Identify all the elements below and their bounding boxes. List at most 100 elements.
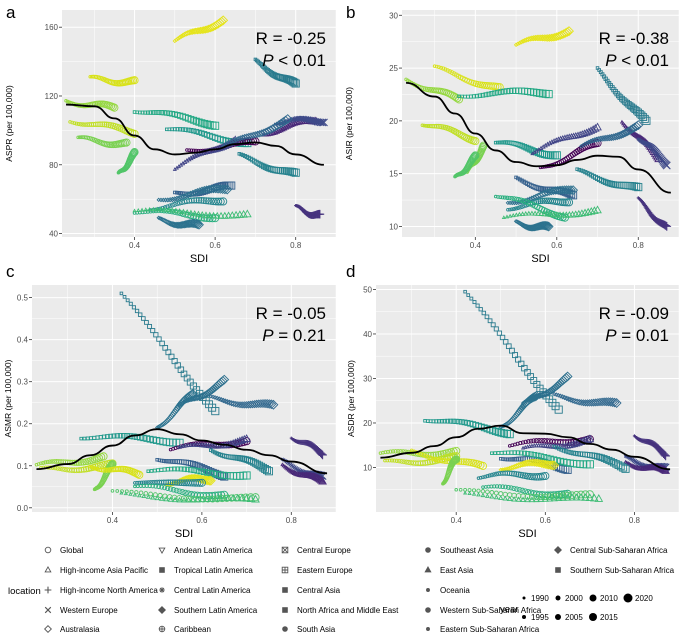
point-australasia xyxy=(611,132,620,141)
point-central-sub-saharan-africa xyxy=(534,458,543,468)
point-north-africa-and-middle-east xyxy=(522,450,528,456)
series-north-africa-and-middle-east xyxy=(457,87,553,99)
point-high-income-north-america xyxy=(316,448,325,458)
legend-item-andean-latin-america-icon xyxy=(158,547,166,555)
legend-item-caribbean-label: Caribbean xyxy=(174,625,211,634)
point-south-asia xyxy=(511,485,517,492)
legend-item-southern-latin-america-icon xyxy=(158,606,166,614)
point-australasia xyxy=(268,124,277,133)
point-east-asia xyxy=(537,495,545,502)
point-east-asia xyxy=(555,494,563,501)
point-caribbean xyxy=(219,197,228,206)
point-tropical-latin-america xyxy=(505,457,510,462)
point-global xyxy=(544,438,550,444)
panel-letter-a: a xyxy=(6,3,16,22)
y-tick-label: 25 xyxy=(389,64,398,73)
point-southeast-asia xyxy=(458,487,463,492)
point-australasia xyxy=(605,397,616,407)
legend-year-2020: 2020 xyxy=(623,593,653,603)
point-central-asia xyxy=(442,418,448,424)
point-east-asia xyxy=(158,206,164,212)
point-eastern-europe xyxy=(262,65,268,71)
point-southeast-asia xyxy=(533,493,540,501)
point-north-africa-and-middle-east xyxy=(490,451,494,455)
point-western-sub-saharan-africa xyxy=(108,103,117,111)
point-caribbean xyxy=(483,474,488,479)
point-southern-latin-america xyxy=(220,184,230,195)
legend-item-western-europe-icon xyxy=(44,606,52,614)
panel-d: d 0.4 0.6 0.8 10 20 30 40 50 SDI ASDR (per 100,000… xyxy=(346,262,680,540)
point-north-africa-and-middle-east xyxy=(480,92,486,98)
point-north-africa-and-middle-east xyxy=(197,468,204,475)
fit-line-c xyxy=(36,428,328,475)
legend-year-label-2020: 2020 xyxy=(635,594,653,603)
panel-b: b 0.4 0.6 0.8 10 15 20 25 30 SDI ASIR (per 100,000… xyxy=(344,3,680,265)
point-east-asia xyxy=(546,495,554,502)
point-australasia xyxy=(244,400,253,409)
point-andean-latin-america xyxy=(585,434,595,443)
point-north-africa-and-middle-east xyxy=(188,467,194,473)
series-layer-c xyxy=(34,291,327,503)
legend-item-central-europe: Central Europe xyxy=(281,546,351,555)
point-eastern-europe xyxy=(153,332,159,338)
point-north-africa-and-middle-east xyxy=(151,110,156,115)
point-eastern-europe xyxy=(131,305,136,310)
point-north-africa-and-middle-east xyxy=(146,469,150,473)
legend-item-eastern-europe-label: Eastern Europe xyxy=(297,566,353,575)
point-north-africa-and-middle-east xyxy=(495,89,501,96)
point-east-asia xyxy=(207,495,215,502)
point-north-africa-and-middle-east xyxy=(194,467,201,474)
legend: location Global High-income Asia Pacific Hi… xyxy=(8,546,675,634)
point-high-income-asia-pacific xyxy=(632,131,639,137)
point-south-asia xyxy=(502,195,507,200)
point-east-asia xyxy=(533,496,540,503)
legend-item-central-europe-icon xyxy=(281,546,289,554)
point-eastern-europe xyxy=(162,345,169,351)
point-east-asia xyxy=(224,493,233,502)
stat-p-value: = 0.01 xyxy=(617,326,669,345)
point-caribbean xyxy=(167,203,173,209)
point-south-asia xyxy=(173,487,180,494)
point-east-asia xyxy=(213,211,222,219)
point-east-asia xyxy=(211,494,219,502)
point-western-sub-saharan-africa xyxy=(39,461,43,466)
point-east-asia xyxy=(528,496,536,503)
point-high-income-north-america xyxy=(315,209,325,219)
point-east-asia xyxy=(502,495,508,501)
point-australasia xyxy=(599,397,609,407)
point-east-asia xyxy=(594,493,604,502)
point-caribbean xyxy=(564,198,574,207)
point-east-asia xyxy=(191,210,198,217)
point-central-europe xyxy=(264,467,273,476)
series-australasia xyxy=(220,114,293,149)
point-east-asia xyxy=(128,491,133,496)
point-central-asia xyxy=(117,433,124,439)
series-north-africa-and-middle-east xyxy=(132,110,220,130)
point-southern-latin-america xyxy=(562,371,573,382)
point-southeast-asia xyxy=(568,491,576,499)
point-oceania xyxy=(107,460,116,469)
point-southeast-asia xyxy=(581,490,590,499)
point-east-asia xyxy=(195,210,202,217)
point-australasia xyxy=(235,136,242,142)
y-tick-label: 10 xyxy=(363,463,372,472)
point-central-europe xyxy=(264,165,271,171)
point-east-asia xyxy=(169,207,175,213)
point-north-africa-and-middle-east xyxy=(477,93,483,98)
point-australasia xyxy=(601,397,611,407)
point-central-asia xyxy=(114,433,120,439)
legend-item-southern-latin-america: Southern Latin America xyxy=(158,606,258,615)
point-australasia xyxy=(231,137,237,144)
x-tick-label: 0.4 xyxy=(107,516,119,525)
point-central-europe xyxy=(577,167,582,172)
point-central-asia xyxy=(456,418,462,425)
point-southeast-asia xyxy=(134,490,139,495)
fit-line-d xyxy=(380,424,671,471)
point-eastern-sub-saharan-africa xyxy=(399,459,404,464)
point-eastern-europe xyxy=(159,340,165,347)
point-north-africa-and-middle-east xyxy=(528,451,534,457)
point-east-asia xyxy=(520,211,526,216)
series-australasia xyxy=(579,120,644,149)
point-central-europe xyxy=(600,455,608,462)
series-layer-b xyxy=(404,26,672,232)
